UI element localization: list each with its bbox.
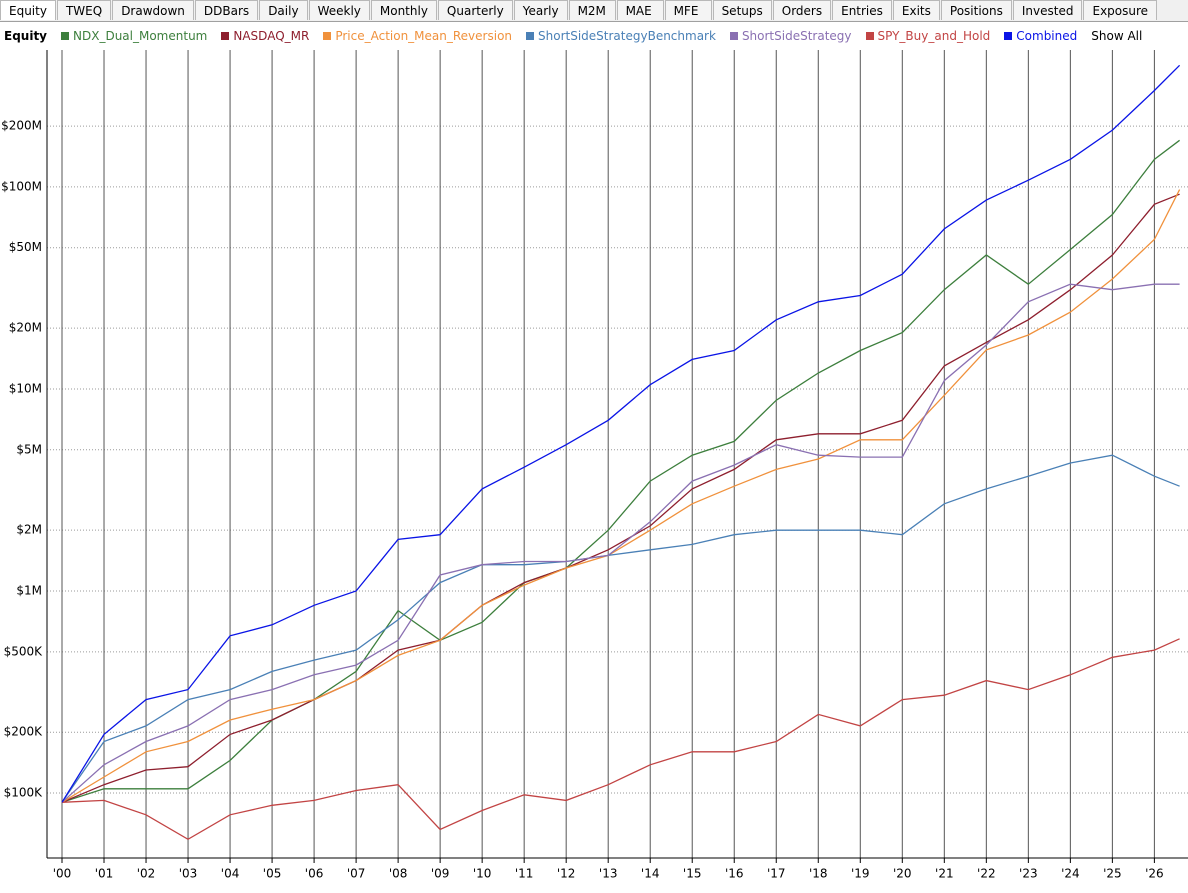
- y-tick-label: $500K: [4, 644, 44, 658]
- tab[interactable]: Equity: [0, 0, 56, 20]
- tab[interactable]: Exposure: [1083, 0, 1158, 20]
- series-line: [61, 189, 1181, 803]
- y-tick-label: $200K: [4, 725, 44, 739]
- y-tick-label: $100K: [4, 786, 44, 800]
- x-tick-label: '15: [683, 867, 702, 881]
- x-tick-label: '17: [767, 867, 786, 881]
- legend-item[interactable]: ShortSideStrategyBenchmark: [526, 29, 716, 43]
- x-tick-label: '10: [473, 867, 492, 881]
- tab[interactable]: TWEQ: [56, 0, 112, 20]
- series-line: [61, 454, 1180, 803]
- tab[interactable]: DDBars: [194, 0, 259, 20]
- legend-swatch: [526, 32, 535, 40]
- x-tick-label: '08: [389, 867, 408, 881]
- x-tick-label: '02: [137, 867, 156, 881]
- tab[interactable]: Drawdown: [112, 0, 194, 20]
- x-tick-label: '22: [977, 867, 996, 881]
- legend-label: SPY_Buy_and_Hold: [877, 29, 991, 43]
- series-line: [61, 64, 1181, 803]
- x-tick-label: '20: [893, 867, 912, 881]
- y-tick-label: $100M: [1, 179, 42, 193]
- legend-swatch: [323, 32, 332, 40]
- x-tick-label: '04: [221, 867, 240, 881]
- legend-swatch: [61, 32, 70, 40]
- y-tick-label: $2M: [16, 523, 42, 537]
- y-tick-label: $10M: [9, 381, 42, 395]
- tab[interactable]: Weekly: [308, 0, 370, 20]
- x-tick-label: '11: [515, 867, 534, 881]
- tab[interactable]: Yearly: [513, 0, 568, 20]
- series-line: [61, 638, 1180, 841]
- x-tick-label: '21: [935, 867, 954, 881]
- x-tick-label: '12: [557, 867, 576, 881]
- x-tick-label: '06: [305, 867, 324, 881]
- legend-swatch: [865, 32, 874, 40]
- x-tick-label: '23: [1019, 867, 1038, 881]
- legend-label: NASDAQ_MR: [233, 29, 310, 43]
- x-tick-label: '24: [1061, 867, 1080, 881]
- legend-item[interactable]: NDX_Dual_Momentum: [61, 29, 207, 43]
- tab[interactable]: MFE: [664, 0, 712, 20]
- y-tick-label: $1M: [16, 583, 42, 597]
- x-tick-label: '01: [95, 867, 114, 881]
- legend-swatch: [221, 32, 230, 40]
- x-tick-label: '07: [347, 867, 366, 881]
- x-tick-label: '13: [599, 867, 618, 881]
- tab[interactable]: Orders: [772, 0, 832, 20]
- legend-item[interactable]: Combined: [1004, 29, 1077, 43]
- x-tick-label: '18: [809, 867, 828, 881]
- x-tick-label: '25: [1103, 867, 1122, 881]
- x-tick-label: '09: [431, 867, 450, 881]
- y-tick-label: $20M: [9, 321, 42, 335]
- legend-item[interactable]: ShortSideStrategy: [729, 29, 852, 43]
- tab[interactable]: Quarterly: [437, 0, 513, 20]
- tab[interactable]: Daily: [259, 0, 308, 20]
- y-tick-label: $50M: [9, 240, 42, 254]
- x-tick-label: '03: [179, 867, 198, 881]
- tab-bar: Equity TWEQ Drawdown DDBars Daily Weekly Month…: [0, 0, 1188, 22]
- legend-item[interactable]: SPY_Buy_and_Hold: [865, 29, 991, 43]
- tab[interactable]: Entries: [832, 0, 892, 20]
- y-tick-label: $5M: [16, 442, 42, 456]
- series-line: [61, 139, 1180, 803]
- legend-label: ShortSideStrategy: [741, 29, 852, 43]
- tab[interactable]: Positions: [940, 0, 1012, 20]
- tab[interactable]: M2M: [568, 0, 616, 20]
- legend-swatch: [1004, 32, 1013, 40]
- legend-label: Combined: [1016, 29, 1078, 43]
- x-tick-label: '19: [851, 867, 870, 881]
- legend-swatch: [729, 32, 738, 40]
- tab[interactable]: Monthly: [370, 0, 437, 20]
- legend-label: ShortSideStrategyBenchmark: [538, 29, 716, 43]
- tab[interactable]: Exits: [892, 0, 940, 20]
- legend-item[interactable]: Price_Action_Mean_Reversion: [323, 29, 512, 43]
- legend-label: NDX_Dual_Momentum: [73, 29, 208, 43]
- legend-item[interactable]: NASDAQ_MR: [221, 29, 309, 43]
- legend-title: Equity: [4, 29, 48, 43]
- y-tick-label: $200M: [1, 119, 42, 133]
- x-tick-label: '16: [725, 867, 744, 881]
- x-tick-label: '05: [263, 867, 282, 881]
- x-tick-label: '14: [641, 867, 660, 881]
- legend: Equity NDX_Dual_Momentum NASDAQ_MR Price_A…: [4, 27, 1142, 45]
- tab[interactable]: Invested: [1012, 0, 1083, 20]
- x-tick-label: '00: [53, 867, 72, 881]
- tab[interactable]: MAE: [616, 0, 664, 20]
- legend-label: Price_Action_Mean_Reversion: [335, 29, 513, 43]
- series-line: [61, 283, 1180, 803]
- x-tick-label: '26: [1145, 867, 1164, 881]
- show-all-button[interactable]: Show All: [1091, 29, 1143, 43]
- tab[interactable]: Setups: [712, 0, 772, 20]
